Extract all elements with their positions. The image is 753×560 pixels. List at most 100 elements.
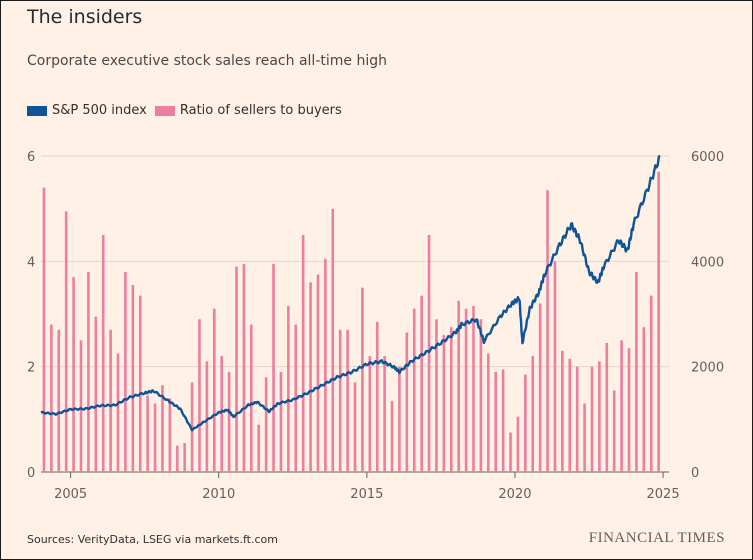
- ratio-bar: [64, 211, 68, 473]
- ratio-bar: [501, 369, 505, 472]
- ratio-bar: [42, 187, 46, 472]
- y-right-tick-label: 2000: [691, 361, 724, 376]
- ratio-bar: [390, 400, 394, 472]
- x-tick-label: 2015: [350, 487, 383, 502]
- ratio-bar: [435, 319, 438, 472]
- ratio-bar: [183, 443, 186, 472]
- legend: S&P 500 index Ratio of sellers to buyers: [27, 103, 350, 118]
- ratio-bar: [198, 319, 201, 472]
- ratio-bar: [531, 356, 535, 472]
- ratio-bar: [612, 390, 616, 472]
- ratio-bar: [568, 358, 572, 472]
- ratio-bar: [383, 356, 386, 472]
- ratio-bar: [412, 308, 416, 472]
- ratio-bar: [509, 432, 512, 472]
- legend-label-sp500: S&P 500 index: [52, 103, 147, 118]
- ratio-bar: [353, 382, 357, 472]
- legend-item-sp500: S&P 500 index: [27, 103, 147, 118]
- ratio-bar: [324, 258, 327, 472]
- ratio-bar: [109, 329, 112, 472]
- chart-title: The insiders: [27, 6, 143, 28]
- ratio-bar: [583, 403, 586, 472]
- ratio-bar: [242, 263, 246, 472]
- ratio-bar: [50, 324, 53, 472]
- ratio-bar: [250, 324, 253, 472]
- ratio-bar: [361, 287, 364, 472]
- ratio-bar: [101, 235, 105, 472]
- ratio-bar: [494, 371, 498, 472]
- chart-svg: 0 0 2 2000 4 4000 6 6000 2005 2010 2015 2020 2025: [27, 150, 724, 502]
- x-tick-label: 2005: [54, 487, 87, 502]
- chart-subtitle: Corporate executive stock sales reach al…: [27, 53, 387, 69]
- ratio-bar: [398, 366, 401, 472]
- ratio-bar: [301, 235, 305, 472]
- y-right-tick-label: 4000: [691, 255, 724, 270]
- ratio-bar: [620, 340, 623, 472]
- ratio-bar: [138, 295, 142, 472]
- ratio-bar: [649, 295, 653, 472]
- sp500-line: [40, 154, 661, 432]
- ratio-bar: [331, 208, 335, 472]
- y-right-tick-label: 0: [691, 466, 699, 481]
- ratio-bar: [168, 398, 172, 472]
- ratio-bar: [272, 263, 275, 472]
- ratio-bar: [235, 266, 238, 472]
- brand-logo: FINANCIAL TIMES: [588, 530, 725, 546]
- ratio-bar: [627, 348, 631, 472]
- ratio-bar: [472, 306, 475, 472]
- ratio-bar: [287, 306, 290, 472]
- ratio-bar: [605, 342, 609, 472]
- x-tick-label: 2010: [202, 487, 235, 502]
- ratio-bar: [309, 282, 312, 472]
- ratio-bar: [87, 271, 90, 472]
- legend-item-ratio: Ratio of sellers to buyers: [154, 103, 342, 118]
- ratio-bar: [590, 366, 594, 472]
- ratio-bar: [538, 303, 542, 472]
- ratio-bar: [57, 329, 61, 472]
- legend-swatch-sp500: [27, 105, 47, 116]
- ratio-bar: [124, 271, 127, 472]
- ratio-bar: [190, 382, 194, 472]
- ratio-bar: [79, 340, 83, 472]
- ratio-bar: [205, 361, 209, 472]
- ratio-bar: [146, 395, 149, 472]
- legend-swatch-ratio: [154, 105, 175, 116]
- x-tick-label: 2025: [647, 487, 680, 502]
- ratio-bar: [368, 356, 372, 472]
- x-tick-label: 2020: [498, 487, 531, 502]
- y-left-tick-label: 2: [27, 361, 35, 376]
- ratio-bar: [442, 335, 446, 472]
- ratio-bar: [116, 353, 120, 472]
- y-left-tick-label: 4: [27, 255, 35, 270]
- ratio-bar: [487, 353, 490, 472]
- ratio-bar: [227, 371, 231, 472]
- ratio-bar: [420, 295, 423, 472]
- ratio-bar: [338, 329, 342, 472]
- ratio-bar: [524, 374, 527, 472]
- ratio-bar: [516, 416, 520, 472]
- ratio-bar: [153, 403, 157, 472]
- ratio-bar: [657, 171, 660, 473]
- ratio-bar: [561, 350, 564, 472]
- y-left-tick-label: 6: [27, 150, 35, 165]
- y-left-tick-label: 0: [27, 466, 35, 481]
- ratio-bar: [546, 190, 549, 472]
- ratio-bar: [598, 361, 601, 472]
- ratio-bar: [279, 371, 283, 472]
- ratio-bar: [457, 300, 460, 472]
- ratio-bar: [220, 356, 223, 472]
- ratio-bar: [346, 329, 349, 472]
- ratio-bar: [553, 261, 557, 472]
- ratio-bar: [264, 377, 268, 472]
- ratio-bar: [635, 271, 638, 472]
- ratio-bar: [449, 327, 453, 472]
- ratio-bar: [94, 316, 98, 472]
- y-right-tick-label: 6000: [691, 150, 724, 165]
- ratio-bar: [316, 274, 320, 472]
- ratio-bar: [642, 327, 646, 472]
- ratio-bar: [131, 285, 135, 472]
- ratio-bar: [161, 385, 164, 472]
- ratio-bar: [405, 332, 409, 472]
- ratio-bar: [464, 308, 468, 472]
- ratio-bar: [175, 445, 179, 472]
